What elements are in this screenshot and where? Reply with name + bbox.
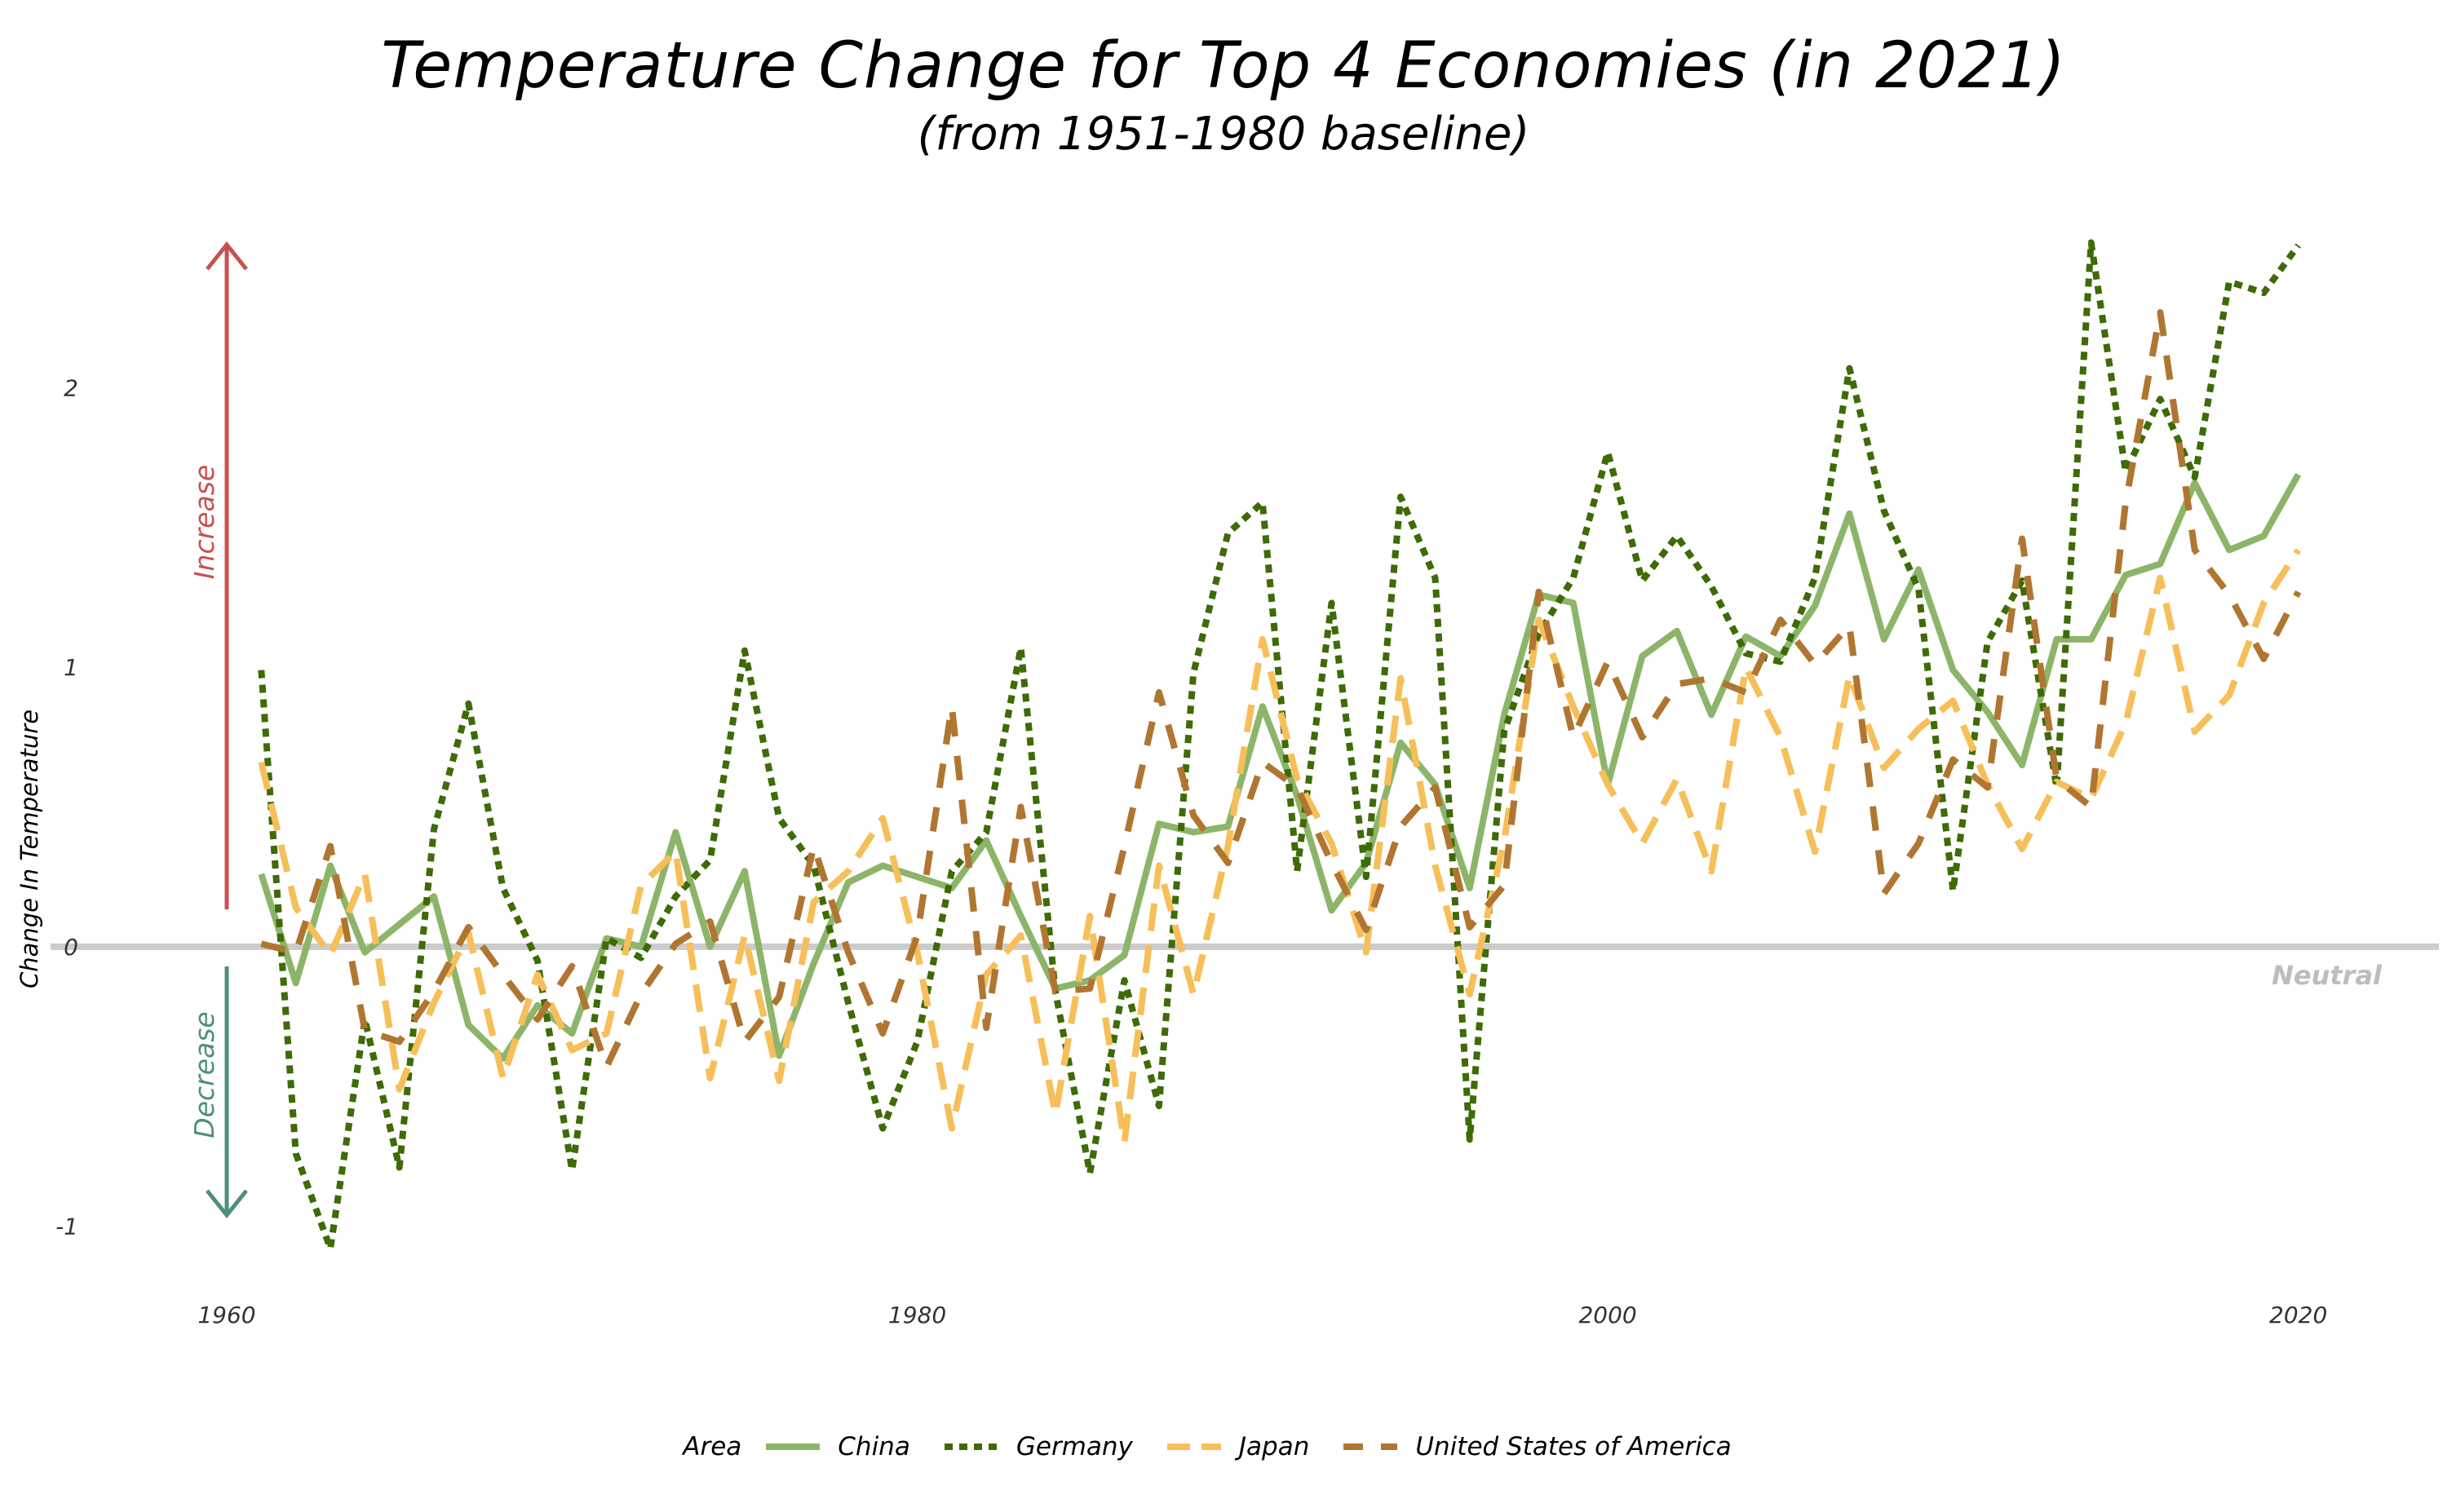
y-tick-label: 0 — [64, 934, 78, 961]
chart-subtitle: (from 1951-1980 baseline) — [917, 108, 1530, 161]
x-tick-label: 1980 — [888, 1302, 946, 1329]
y-tick-label: 2 — [64, 375, 78, 402]
series-line-germany — [258, 239, 2301, 1252]
increase-arrowhead — [206, 241, 248, 271]
legend-swatch — [1343, 1443, 1398, 1450]
legend: Area China Germany Japan United States of A… — [0, 1432, 2447, 1461]
legend-item-united-states-of-america: United States of America — [1342, 1432, 1732, 1461]
legend-swatch — [1166, 1443, 1221, 1450]
legend-items: China Germany Japan United States of Americ… — [764, 1432, 1763, 1461]
legend-label: Germany — [1016, 1432, 1133, 1461]
x-tick-label: 2020 — [2269, 1302, 2327, 1329]
increase-label: Increase — [188, 465, 220, 579]
y-tick-label: 1 — [64, 654, 78, 681]
chart-title: Temperature Change for Top 4 Economies (… — [381, 29, 2066, 103]
legend-item-germany: Germany — [943, 1432, 1133, 1461]
direction-annotations: Increase Decrease — [188, 241, 248, 1219]
y-tick-label: -1 — [55, 1213, 78, 1240]
legend-item-china: China — [764, 1432, 910, 1461]
legend-label: United States of America — [1415, 1432, 1732, 1461]
neutral-reference: Neutral — [51, 943, 2439, 991]
series-lines — [258, 239, 2302, 1252]
series-line-united-states-of-america — [260, 309, 2302, 1071]
decrease-label: Decrease — [188, 1011, 220, 1138]
legend-title: Area — [683, 1432, 742, 1461]
decrease-arrowhead — [206, 1189, 248, 1219]
legend-swatch — [944, 1443, 998, 1450]
series-line-china — [258, 472, 2302, 1062]
neutral-label: Neutral — [2272, 960, 2383, 991]
legend-label: China — [838, 1432, 910, 1461]
legend-swatch — [766, 1443, 821, 1450]
y-axis-label: Change In Temperature — [15, 710, 43, 988]
axes: 1960 1980 2000 2020 -1 0 1 2 Change In Temperatu… — [15, 375, 2327, 1329]
legend-label: Japan — [1238, 1432, 1310, 1461]
x-tick-label: 1960 — [197, 1302, 255, 1329]
x-tick-label: 2000 — [1578, 1302, 1636, 1329]
legend-item-japan: Japan — [1166, 1432, 1309, 1461]
